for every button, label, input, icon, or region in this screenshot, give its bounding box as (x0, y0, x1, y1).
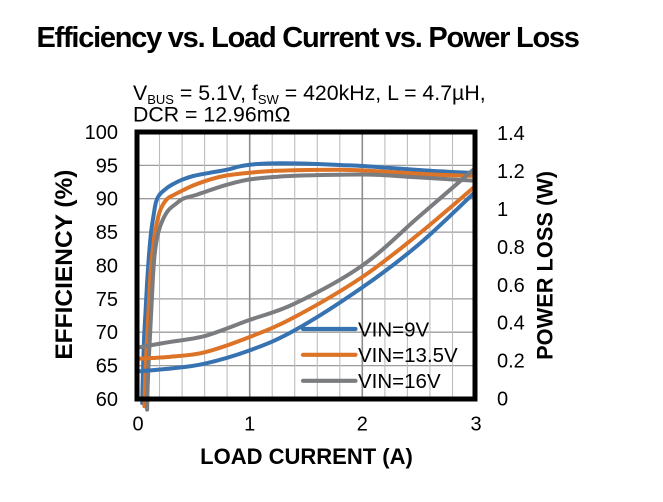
svg-text:0: 0 (132, 413, 143, 435)
svg-text:VIN=9V: VIN=9V (358, 318, 430, 341)
svg-text:1: 1 (497, 199, 508, 221)
svg-text:1: 1 (244, 413, 255, 435)
svg-text:0.8: 0.8 (497, 237, 525, 259)
svg-text:LOAD CURRENT (A): LOAD CURRENT (A) (200, 444, 413, 469)
svg-text:Efficiency vs. Load Current vs: Efficiency vs. Load Current vs. Power Lo… (37, 22, 579, 54)
svg-text:75: 75 (96, 289, 118, 311)
svg-text:2: 2 (357, 413, 368, 435)
svg-text:60: 60 (96, 389, 118, 411)
svg-text:100: 100 (85, 122, 118, 144)
svg-text:POWER LOSS (W): POWER LOSS (W) (533, 171, 558, 360)
svg-text:1.4: 1.4 (497, 123, 525, 145)
svg-text:VIN=13.5V: VIN=13.5V (358, 344, 458, 367)
svg-text:1.2: 1.2 (497, 161, 525, 183)
svg-text:95: 95 (96, 155, 118, 177)
svg-text:0.2: 0.2 (497, 351, 525, 373)
svg-text:EFFICIENCY (%): EFFICIENCY (%) (51, 170, 78, 360)
svg-text:3: 3 (470, 413, 481, 435)
svg-text:80: 80 (96, 256, 118, 278)
svg-text:65: 65 (96, 356, 118, 378)
svg-text:VBUS = 5.1V, fSW = 420kHz, L =: VBUS = 5.1V, fSW = 420kHz, L = 4.7µH, (133, 81, 486, 107)
svg-text:0.6: 0.6 (497, 275, 525, 297)
svg-text:0: 0 (497, 389, 508, 411)
svg-text:90: 90 (96, 189, 118, 211)
svg-text:VIN=16V: VIN=16V (358, 370, 441, 393)
svg-text:0.4: 0.4 (497, 313, 525, 335)
svg-text:70: 70 (96, 322, 118, 344)
svg-text:DCR = 12.96mΩ: DCR = 12.96mΩ (133, 103, 290, 127)
svg-text:85: 85 (96, 222, 118, 244)
